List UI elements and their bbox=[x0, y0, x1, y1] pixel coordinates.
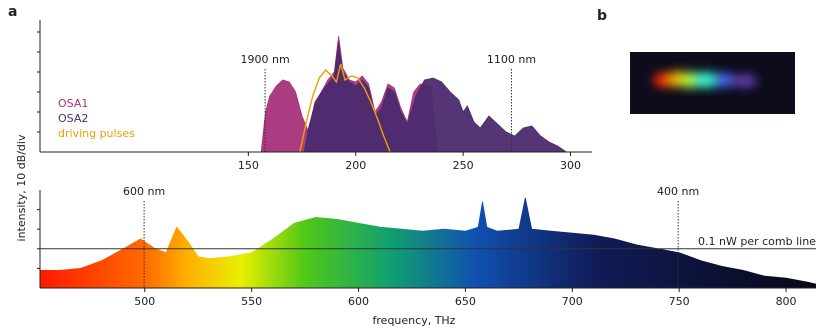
x-tick-label: 750 bbox=[669, 295, 690, 308]
camera-image bbox=[630, 52, 795, 114]
area-outline bbox=[40, 197, 817, 285]
legend-entry: OSA1 bbox=[58, 97, 88, 110]
legend-entry: driving pulses bbox=[58, 127, 135, 140]
panel-label: b bbox=[597, 8, 607, 24]
x-tick-label: 250 bbox=[453, 159, 474, 172]
series-line bbox=[299, 63, 391, 153]
x-tick-label: 800 bbox=[776, 295, 797, 308]
annotation-label: 1900 nm bbox=[241, 53, 290, 66]
x-tick-label: 700 bbox=[562, 295, 583, 308]
x-tick-label: 650 bbox=[455, 295, 476, 308]
x-tick-label: 550 bbox=[241, 295, 262, 308]
x-tick-label: 300 bbox=[560, 159, 581, 172]
area-fill bbox=[40, 197, 816, 288]
area-outline bbox=[260, 35, 438, 153]
annotation-label: 600 nm bbox=[123, 185, 165, 198]
reference-label: 0.1 nW per comb line bbox=[698, 235, 816, 248]
glow bbox=[653, 71, 757, 88]
x-tick-label: 150 bbox=[238, 159, 259, 172]
annotation-label: 1100 nm bbox=[487, 53, 536, 66]
y-axis-label: intensity, 10 dB/div bbox=[15, 134, 28, 241]
x-tick-label: 200 bbox=[345, 159, 366, 172]
x-axis-label: frequency, THz bbox=[373, 314, 456, 327]
legend-entry: OSA2 bbox=[58, 112, 88, 125]
x-tick-label: 600 bbox=[348, 295, 369, 308]
x-tick-label: 500 bbox=[134, 295, 155, 308]
area-outline bbox=[303, 41, 567, 153]
annotation-label: 400 nm bbox=[657, 185, 699, 198]
panel-label: a bbox=[8, 4, 17, 20]
area-fill bbox=[304, 42, 567, 152]
